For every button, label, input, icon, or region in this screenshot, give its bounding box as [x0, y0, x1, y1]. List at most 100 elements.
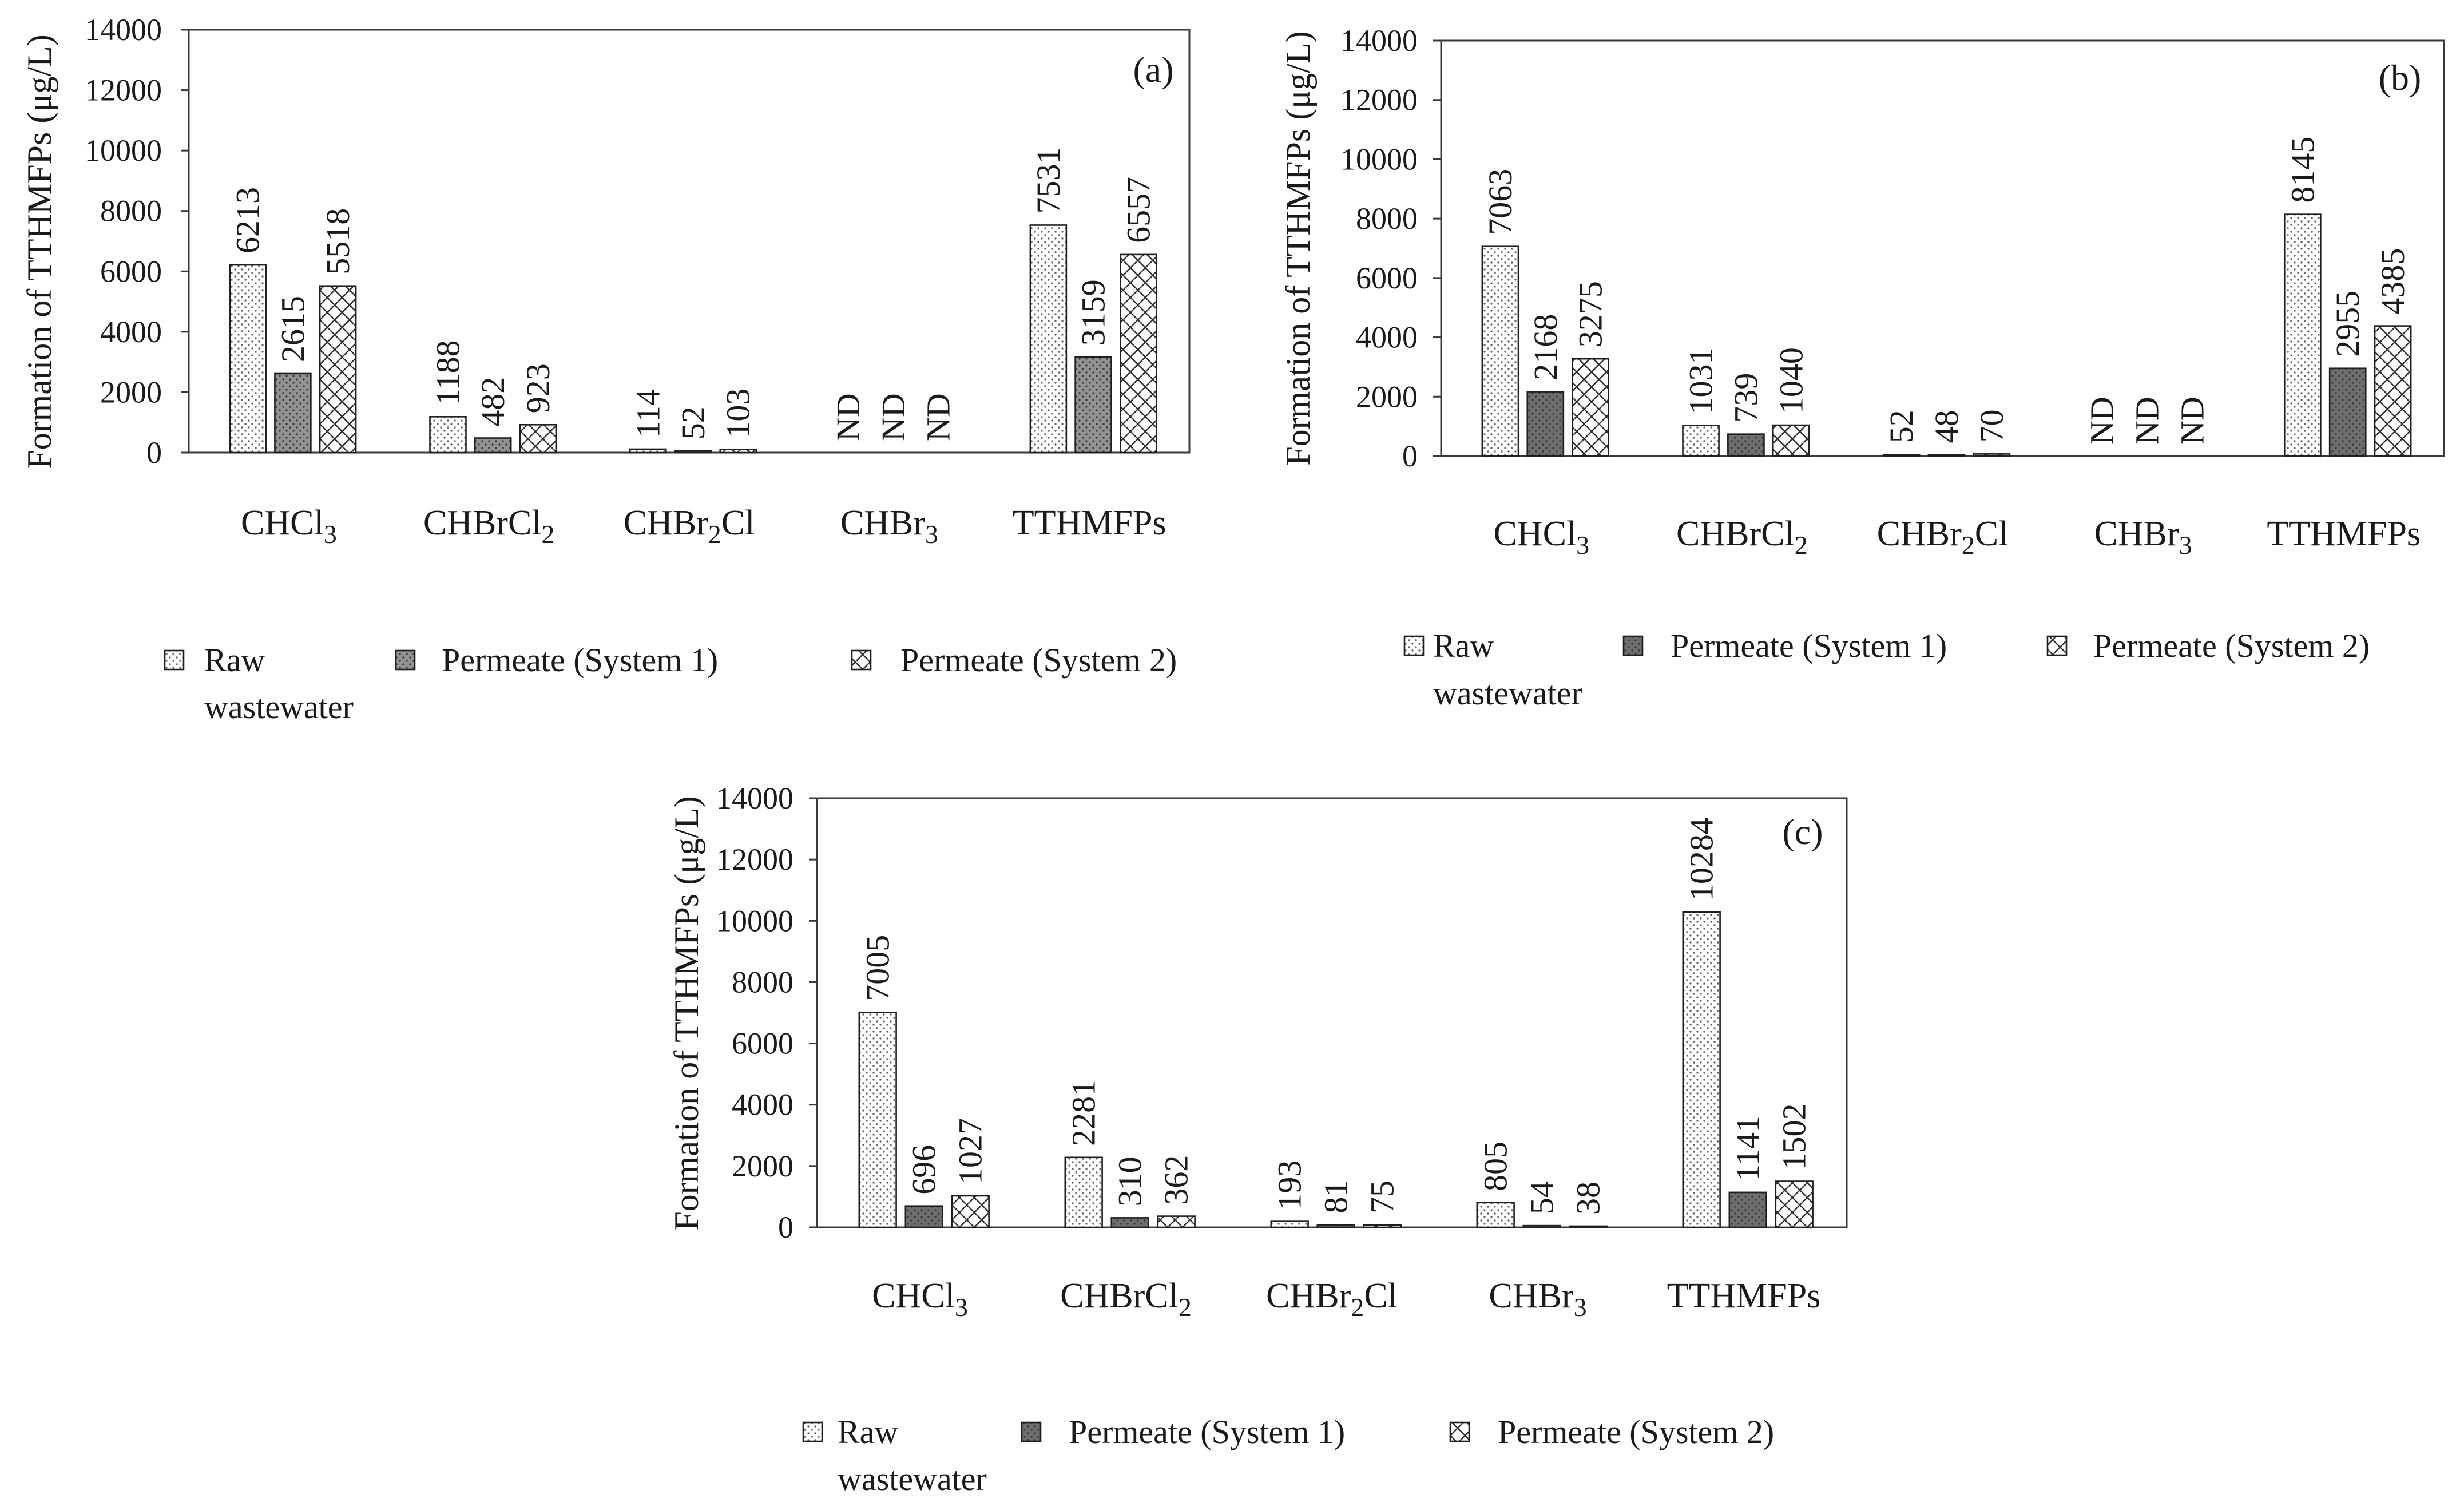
legend-line-2: wastewater: [1433, 675, 1582, 712]
formula-text: CHBr: [1877, 514, 1962, 553]
bar-c-permeate-system-2-chbr3: [1569, 1225, 1608, 1228]
formula-subscript: 3: [1576, 530, 1589, 560]
legend-label-a-permeate-system-2: Permeate (System 2): [900, 641, 1177, 679]
x-category-label-c-chcl3: CHCl3: [872, 1277, 968, 1322]
data-label-b-raw-wastewater-chbrcl2: 1031: [1683, 348, 1720, 414]
data-label-b-raw-wastewater-tthmfps: 8145: [2284, 137, 2321, 203]
bar-c-permeate-system-1-tthmfps: [1728, 1191, 1767, 1228]
data-label-a-raw-wastewater-chbrcl2: 1188: [429, 340, 466, 405]
data-label-a-permeate-system-2-tthmfps: 6557: [1120, 177, 1157, 243]
formula-subscript: 2: [708, 520, 721, 549]
data-label-a-permeate-system-2-chbr3: ND: [920, 393, 957, 441]
bar-b-raw-wastewater-tthmfps: [2283, 213, 2322, 457]
legend-swatch-c-raw-wastewater: [802, 1421, 823, 1442]
legend-swatch-b-raw-wastewater: [1403, 635, 1425, 656]
data-label-a-permeate-system-1-chbr2cl: 52: [674, 406, 712, 439]
y-tick-label-a-12000: 12000: [85, 73, 162, 108]
legend-line-2: wastewater: [204, 688, 354, 726]
bar-b-permeate-system-1-chcl3: [1526, 391, 1565, 457]
data-label-a-permeate-system-2-chcl3: 5518: [319, 208, 356, 275]
legend-item-c-permeate-system-2: Permeate (System 2): [1449, 1413, 1774, 1450]
data-label-a-permeate-system-1-chbrcl2: 482: [474, 377, 511, 427]
formula-text: CHBr: [1266, 1277, 1351, 1315]
y-tick-label-c-8000: 8000: [732, 965, 793, 999]
formula-text: CHCl: [1493, 514, 1576, 553]
legend-line-1: Raw: [204, 641, 273, 679]
data-label-a-permeate-system-2-chbrcl2: 923: [519, 363, 557, 413]
legend-item-c-permeate-system-1: Permeate (System 1): [1021, 1413, 1345, 1450]
bar-b-permeate-system-2-tthmfps: [2374, 325, 2412, 457]
legend-swatch-a-permeate-system-1: [395, 649, 416, 671]
data-label-c-permeate-system-2-tthmfps: 1502: [1776, 1104, 1813, 1170]
formula-subscript: 3: [955, 1293, 968, 1322]
bar-c-permeate-system-1-chbr3: [1522, 1224, 1561, 1228]
bar-c-raw-wastewater-chbr2cl: [1270, 1220, 1309, 1228]
bar-a-raw-wastewater-chcl3: [229, 264, 267, 454]
data-label-c-raw-wastewater-chbrcl2: 2281: [1065, 1080, 1102, 1146]
panel-label-b: (b): [2379, 57, 2422, 98]
data-label-b-permeate-system-2-chcl3: 3275: [1572, 281, 1609, 347]
y-tick-label-c-10000: 10000: [716, 903, 793, 938]
y-axis-label-c: Formation of TTHMFPs (μg/L): [668, 796, 705, 1230]
chart-a: 0 2000 4000 6000 8000 10000 12000 14000 Formatio…: [21, 13, 1191, 726]
chart-b: 0 2000 4000 6000 8000 10000 12000 14000 Formatio…: [1279, 23, 2445, 712]
formula-text: CHBr: [624, 504, 708, 542]
legend-label-b-raw-wastewater: Raw wastewater: [1433, 627, 1582, 712]
chart-c: 0 2000 4000 6000 8000 10000 12000 14000 Formatio…: [668, 781, 1848, 1497]
y-tick-label-a-10000: 10000: [85, 133, 162, 168]
bar-a-permeate-system-2-tthmfps: [1120, 253, 1157, 454]
legend-swatch-c-permeate-system-1: [1021, 1421, 1042, 1442]
x-category-label-b-tthmfps: TTHMFPs: [2267, 514, 2421, 553]
legend-swatch-b-permeate-system-1: [1622, 635, 1644, 656]
formula-text: CHCl: [872, 1277, 955, 1315]
bar-b-raw-wastewater-chbr2cl: [1882, 454, 1921, 457]
legend-item-c-raw-wastewater: Raw wastewater: [802, 1413, 987, 1497]
y-tick-label-b-14000: 14000: [1340, 23, 1418, 58]
legend-swatch-a-raw-wastewater: [164, 649, 185, 671]
formula-text: TTHMFPs: [1013, 504, 1166, 542]
formula-text: Cl: [721, 504, 755, 542]
bar-c-raw-wastewater-chcl3: [858, 1012, 897, 1228]
bar-c-raw-wastewater-tthmfps: [1682, 911, 1721, 1228]
y-tick-label-a-0: 0: [146, 435, 162, 470]
y-tick-label-b-10000: 10000: [1340, 142, 1418, 176]
bar-a-permeate-system-2-chcl3: [319, 285, 357, 454]
data-label-c-raw-wastewater-tthmfps: 10284: [1683, 818, 1720, 901]
y-tick-label-c-0: 0: [778, 1210, 793, 1245]
y-tick-label-c-14000: 14000: [716, 781, 793, 815]
data-label-b-raw-wastewater-chbr3: ND: [2084, 397, 2121, 445]
bar-c-permeate-system-1-chcl3: [904, 1205, 943, 1228]
x-category-label-a-chbrcl2: CHBrCl2: [423, 504, 555, 549]
data-label-b-raw-wastewater-chbr2cl: 52: [1883, 410, 1920, 443]
bar-a-permeate-system-2-chbrcl2: [519, 423, 557, 454]
bar-c-permeate-system-2-chbr2cl: [1363, 1224, 1402, 1228]
bar-c-raw-wastewater-chbr3: [1476, 1202, 1515, 1228]
legend-label-c-raw-wastewater: Raw wastewater: [838, 1413, 987, 1497]
x-category-label-a-chbr3: CHBr3: [840, 504, 938, 549]
y-tick-label-a-14000: 14000: [85, 13, 162, 47]
legend-label-b-permeate-system-2: Permeate (System 2): [2093, 627, 2370, 664]
y-tick-label-a-6000: 6000: [100, 254, 162, 288]
bar-a-permeate-system-2-chbr2cl: [719, 449, 757, 454]
formula-subscript: 2: [1795, 530, 1808, 560]
formula-subscript: 3: [324, 520, 337, 549]
formula-text: CHBr: [1489, 1277, 1573, 1315]
data-label-c-permeate-system-2-chcl3: 1027: [952, 1118, 989, 1184]
formula-text: CHBr: [840, 504, 925, 542]
bar-c-permeate-system-2-chcl3: [951, 1195, 990, 1228]
bar-a-raw-wastewater-chbr2cl: [629, 448, 667, 454]
x-category-label-c-chbr2cl: CHBr2Cl: [1266, 1277, 1398, 1322]
data-label-c-permeate-system-1-tthmfps: 1141: [1729, 1116, 1767, 1181]
data-label-c-permeate-system-1-chbr2cl: 81: [1318, 1180, 1355, 1214]
y-tick-label-b-6000: 6000: [1356, 261, 1418, 295]
bar-b-permeate-system-2-chbr2cl: [1973, 453, 2011, 457]
data-label-c-raw-wastewater-chbr3: 805: [1477, 1142, 1514, 1191]
legend-label-b-permeate-system-1: Permeate (System 1): [1671, 627, 1947, 664]
y-tick-label-c-4000: 4000: [732, 1088, 793, 1122]
formula-text: TTHMFPs: [1667, 1277, 1821, 1315]
y-tick-label-b-4000: 4000: [1356, 320, 1418, 355]
formula-subscript: 2: [542, 520, 555, 549]
data-label-b-permeate-system-2-chbr2cl: 70: [1973, 409, 2010, 442]
data-label-c-permeate-system-2-chbr3: 38: [1570, 1182, 1607, 1215]
data-label-b-permeate-system-2-tthmfps: 4385: [2374, 248, 2411, 315]
